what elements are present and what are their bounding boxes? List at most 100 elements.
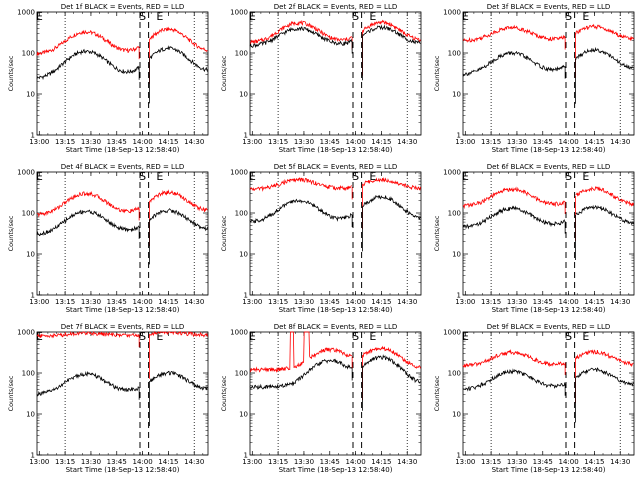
event-marker-label: E xyxy=(582,330,589,343)
series-line xyxy=(249,358,353,390)
series-line xyxy=(362,354,421,384)
x-tick-label: 13:15 xyxy=(481,458,501,466)
y-tick-label: 10 xyxy=(239,251,248,259)
x-axis-label: Start Time (18-Sep-13 12:58:40) xyxy=(66,146,180,154)
y-tick-label: 1 xyxy=(457,292,461,300)
chart-panel: Det 9f BLACK = Events, RED = LLD 1 10 100 10… xyxy=(433,323,635,474)
series-line xyxy=(462,50,566,77)
series-line xyxy=(250,19,352,45)
plot-frame xyxy=(36,11,209,136)
chart-title: Det 8f BLACK = Events, RED = LLD xyxy=(274,323,397,331)
y-tick-label: 100 xyxy=(235,50,248,58)
x-tick-label: 14:15 xyxy=(371,138,391,146)
series-line xyxy=(36,29,140,56)
y-tick-label: 10 xyxy=(452,411,461,419)
y-tick-label: 100 xyxy=(22,50,35,58)
plot-frame xyxy=(249,331,422,456)
series-line xyxy=(575,46,634,70)
event-marker-label: S xyxy=(139,10,146,23)
series-line xyxy=(149,370,208,391)
x-axis-label: Start Time (18-Sep-13 12:58:40) xyxy=(492,466,606,474)
y-tick-label: 1 xyxy=(244,292,248,300)
x-tick-label: 13:00 xyxy=(455,458,475,466)
x-tick-label: 14:15 xyxy=(371,298,391,306)
chart-panel: Det 4f BLACK = Events, RED = LLD 1 10 100 10… xyxy=(7,163,209,314)
y-tick-label: 1000 xyxy=(443,9,461,17)
event-marker-label: E xyxy=(462,170,469,183)
series-line xyxy=(575,23,634,42)
x-tick-label: 13:45 xyxy=(320,298,340,306)
series-line xyxy=(575,349,634,368)
x-axis-label: Start Time (18-Sep-13 12:58:40) xyxy=(492,146,606,154)
plot-frame xyxy=(249,11,422,136)
event-marker-label: S xyxy=(352,10,359,23)
y-tick-label: 1 xyxy=(31,132,35,140)
x-tick-label: 14:30 xyxy=(610,458,630,466)
x-tick-label: 13:45 xyxy=(107,138,127,146)
y-tick-label: 10 xyxy=(26,411,35,419)
y-axis-label: Counts/sec xyxy=(7,375,15,411)
x-tick-label: 13:00 xyxy=(29,138,49,146)
x-tick-label: 13:00 xyxy=(29,458,49,466)
series-line xyxy=(149,330,208,338)
x-tick-label: 13:00 xyxy=(242,458,262,466)
y-tick-label: 10 xyxy=(26,251,35,259)
x-tick-label: 14:00 xyxy=(345,298,365,306)
y-tick-label: 1000 xyxy=(443,329,461,337)
x-tick-label: 14:15 xyxy=(584,458,604,466)
x-tick-label: 14:00 xyxy=(132,298,152,306)
x-tick-label: 14:00 xyxy=(345,138,365,146)
x-tick-label: 14:30 xyxy=(397,298,417,306)
chart-panel: Det 3f BLACK = Events, RED = LLD 1 10 100 10… xyxy=(433,3,635,154)
x-tick-label: 14:15 xyxy=(584,298,604,306)
y-tick-label: 1 xyxy=(31,452,35,460)
y-tick-label: 100 xyxy=(448,210,461,218)
x-tick-label: 13:30 xyxy=(81,458,101,466)
series-line xyxy=(36,48,140,81)
event-marker-label: E xyxy=(369,330,376,343)
x-tick-label: 13:30 xyxy=(507,458,527,466)
y-tick-label: 1000 xyxy=(230,169,248,177)
chart-panel: Det 7f BLACK = Events, RED = LLD 1 10 100 10… xyxy=(7,323,209,474)
y-tick-label: 10 xyxy=(452,251,461,259)
chart-panel: Det 6f BLACK = Events, RED = LLD 1 10 100 10… xyxy=(433,163,635,314)
chart-title: Det 2f BLACK = Events, RED = LLD xyxy=(274,3,397,11)
event-marker-label: E xyxy=(156,330,163,343)
x-tick-label: 13:15 xyxy=(55,138,75,146)
y-tick-label: 10 xyxy=(239,411,248,419)
series-line xyxy=(36,191,140,218)
event-marker-label: S xyxy=(565,170,572,183)
y-tick-label: 1000 xyxy=(230,9,248,17)
x-axis-label: Start Time (18-Sep-13 12:58:40) xyxy=(492,306,606,314)
event-marker-label: E xyxy=(369,170,376,183)
y-tick-label: 100 xyxy=(448,50,461,58)
series-line xyxy=(149,208,208,232)
x-tick-label: 13:15 xyxy=(268,458,288,466)
x-tick-label: 14:15 xyxy=(158,458,178,466)
chart-title: Det 3f BLACK = Events, RED = LLD xyxy=(487,3,610,11)
x-tick-label: 13:15 xyxy=(268,138,288,146)
y-tick-label: 100 xyxy=(235,370,248,378)
x-tick-label: 13:15 xyxy=(55,458,75,466)
y-axis-label: Counts/sec xyxy=(220,375,228,411)
x-tick-label: 13:45 xyxy=(107,458,127,466)
series-line xyxy=(575,186,634,207)
event-marker-label: E xyxy=(582,170,589,183)
series-line xyxy=(249,25,353,49)
chart-title: Det 1f BLACK = Events, RED = LLD xyxy=(61,3,184,11)
event-marker-label: E xyxy=(462,330,469,343)
series-line xyxy=(249,198,353,224)
plot-frame xyxy=(462,11,635,136)
x-tick-label: 14:30 xyxy=(397,138,417,146)
y-axis-label: Counts/sec xyxy=(7,215,15,251)
series-line xyxy=(462,348,565,368)
x-tick-label: 13:45 xyxy=(533,138,553,146)
x-tick-label: 14:30 xyxy=(184,138,204,146)
series-line xyxy=(362,19,421,43)
x-tick-label: 13:30 xyxy=(294,458,314,466)
series-line xyxy=(149,45,208,72)
plot-frame xyxy=(462,331,635,456)
plot-frame xyxy=(36,171,209,296)
x-tick-label: 13:45 xyxy=(320,458,340,466)
